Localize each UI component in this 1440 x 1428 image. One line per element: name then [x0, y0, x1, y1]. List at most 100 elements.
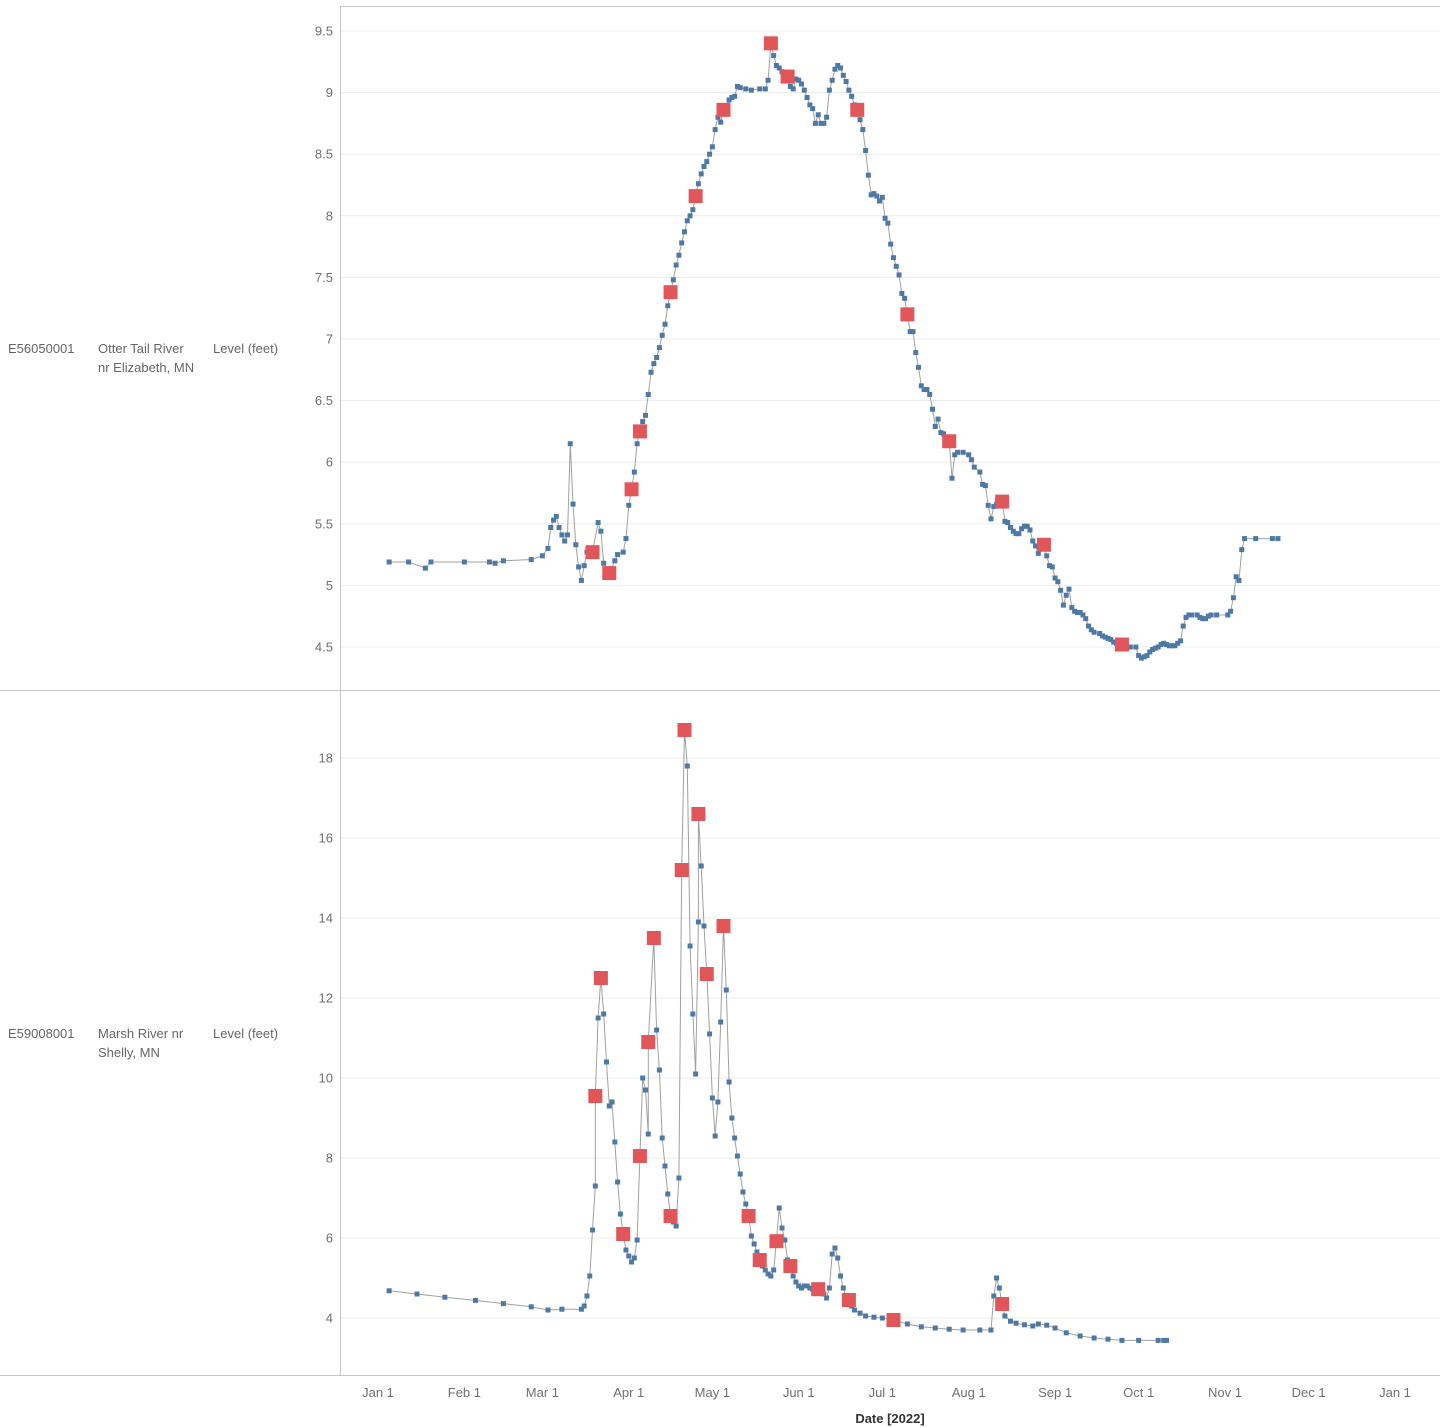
- data-point: [851, 1307, 857, 1313]
- data-point: [849, 93, 855, 99]
- data-point: [709, 1095, 715, 1101]
- data-point: [1233, 574, 1239, 580]
- data-point: [952, 452, 958, 458]
- highlight-point: [663, 285, 678, 300]
- data-point: [1030, 538, 1036, 544]
- data-point: [737, 1171, 743, 1177]
- data-point: [743, 1201, 749, 1207]
- data-point: [581, 1303, 587, 1309]
- data-point: [603, 1059, 609, 1065]
- data-point: [1005, 520, 1011, 526]
- y-tick-label: 16: [319, 831, 333, 846]
- data-point: [877, 198, 883, 204]
- data-point: [729, 95, 735, 101]
- data-point: [835, 62, 841, 68]
- data-point: [640, 419, 646, 425]
- y-tick-label: 6.5: [315, 393, 333, 408]
- data-point: [631, 1255, 637, 1261]
- data-point: [1147, 649, 1153, 655]
- data-point: [461, 559, 467, 565]
- data-point: [865, 172, 871, 178]
- data-point: [1044, 553, 1050, 559]
- data-point: [1105, 1336, 1111, 1342]
- data-point: [1144, 653, 1150, 659]
- top-border: [340, 6, 1440, 7]
- x-tick-label: Nov 1: [1208, 1385, 1242, 1400]
- data-point: [665, 303, 671, 309]
- data-point: [528, 557, 534, 563]
- data-point: [1019, 526, 1025, 532]
- data-point: [1161, 640, 1167, 646]
- data-point: [812, 120, 818, 126]
- data-point: [617, 1211, 623, 1217]
- data-point: [601, 560, 607, 566]
- data-point: [879, 194, 885, 200]
- panel-1-site-name: Otter Tail River nr Elizabeth, MN: [98, 339, 194, 377]
- data-point: [559, 532, 565, 538]
- data-point: [1205, 613, 1211, 619]
- y-tick-label: 8.5: [315, 147, 333, 162]
- data-point: [500, 558, 506, 564]
- x-tick-label: May 1: [695, 1385, 730, 1400]
- highlight-point: [624, 482, 639, 497]
- data-point: [1172, 643, 1178, 649]
- data-point: [414, 1291, 420, 1297]
- data-point: [748, 1233, 754, 1239]
- data-point: [690, 1011, 696, 1017]
- data-point: [640, 1075, 646, 1081]
- data-point: [1230, 595, 1236, 601]
- data-point: [386, 1288, 392, 1294]
- data-point: [1166, 643, 1172, 649]
- highlight-point: [588, 1089, 603, 1103]
- data-point: [1077, 1333, 1083, 1339]
- data-point: [1074, 610, 1080, 616]
- data-point: [1105, 635, 1111, 641]
- data-point: [860, 127, 866, 133]
- panel-2-site-name-line1: Marsh River nr: [98, 1026, 184, 1041]
- data-point: [645, 391, 651, 397]
- data-point: [623, 1247, 629, 1253]
- data-point: [612, 1139, 618, 1145]
- panel-separator: [0, 690, 1440, 691]
- data-point: [1007, 524, 1013, 530]
- data-point: [1099, 633, 1105, 639]
- data-point: [799, 1285, 805, 1291]
- x-tick-label: Apr 1: [613, 1385, 644, 1400]
- data-point: [1111, 639, 1117, 645]
- data-point: [562, 538, 568, 544]
- data-point: [698, 171, 704, 177]
- data-point: [665, 1191, 671, 1197]
- highlight-point: [632, 1149, 647, 1163]
- data-point: [1063, 592, 1069, 598]
- data-point: [570, 501, 576, 507]
- data-point: [801, 1283, 807, 1289]
- data-point: [528, 1304, 534, 1310]
- data-point: [1138, 655, 1144, 661]
- data-point: [838, 1273, 844, 1279]
- data-point: [1136, 653, 1142, 659]
- data-point: [960, 449, 966, 455]
- data-point: [899, 290, 905, 296]
- y-tick-label: 10: [319, 1071, 333, 1086]
- data-point: [701, 923, 707, 929]
- bottom-border: [0, 1375, 1440, 1376]
- data-point: [1141, 654, 1147, 660]
- highlight-point: [663, 1209, 678, 1223]
- x-tick-label: Jun 1: [783, 1385, 815, 1400]
- highlight-point: [593, 971, 608, 985]
- data-point: [793, 76, 799, 82]
- data-point: [838, 65, 844, 71]
- y-tick-label: 12: [319, 991, 333, 1006]
- data-point: [1275, 536, 1281, 542]
- data-point: [765, 77, 771, 83]
- data-point: [598, 528, 604, 534]
- data-point: [676, 252, 682, 258]
- data-point: [701, 164, 707, 170]
- data-point: [893, 263, 899, 269]
- data-point: [1086, 623, 1092, 629]
- y-tick-label: 5: [326, 578, 333, 593]
- data-point: [709, 144, 715, 150]
- data-point: [932, 1325, 938, 1331]
- data-point: [1180, 623, 1186, 629]
